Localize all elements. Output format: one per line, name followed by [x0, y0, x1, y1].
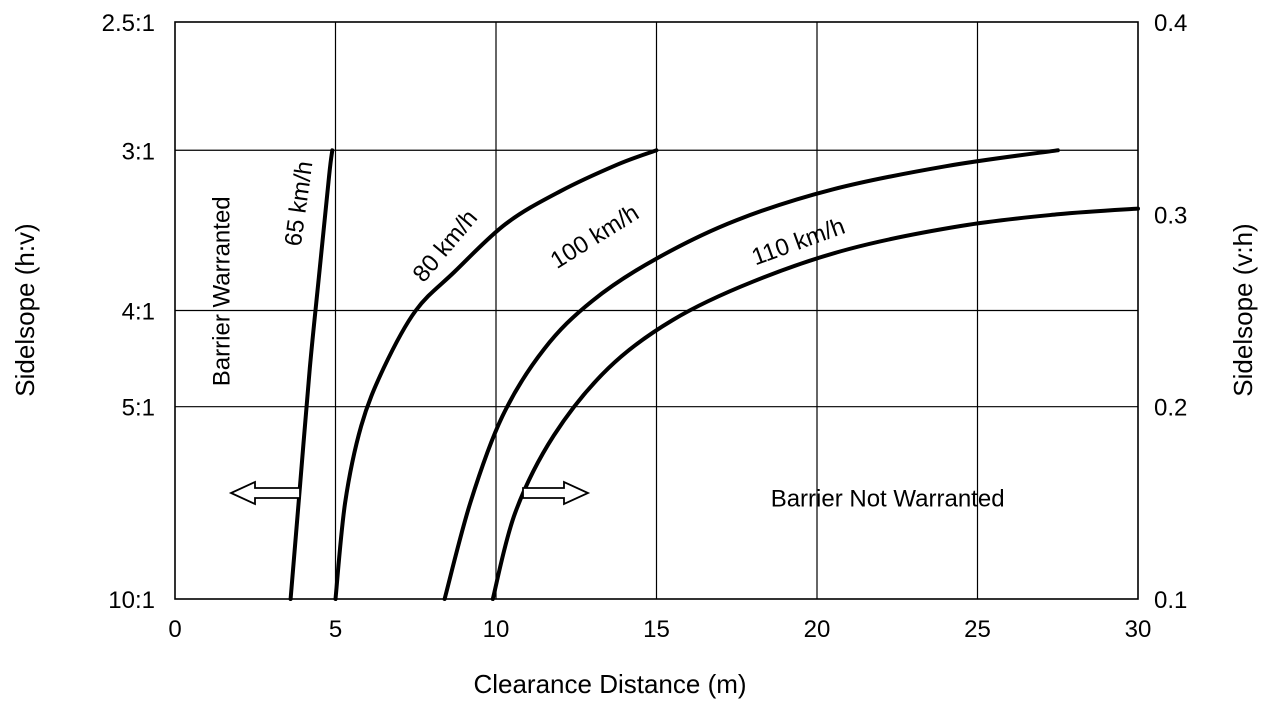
curve-100-km-h — [442, 148, 1060, 601]
x-tick-label: 20 — [804, 616, 831, 643]
y-left-tick-label: 5:1 — [122, 395, 155, 422]
annotation-0: Barrier Warranted — [209, 196, 236, 386]
y-right-tick-label: 0.1 — [1154, 587, 1187, 614]
annotation-1: Barrier Not Warranted — [771, 486, 1005, 513]
curve-110-km-h — [490, 206, 1140, 601]
x-tick-labels: 0 5 10 15 20 25 30 — [168, 616, 1151, 643]
speed-curves — [288, 148, 1140, 601]
plot-frame — [174, 21, 1139, 600]
x-tick-label: 0 — [168, 616, 181, 643]
x-tick-label: 15 — [643, 616, 670, 643]
x-tick-label: 25 — [964, 616, 991, 643]
x-tick-label: 10 — [483, 616, 510, 643]
y-left-tick-label: 3:1 — [122, 138, 155, 165]
curve-label-80-km-h: 80 km/h — [408, 205, 484, 288]
y-left-tick-label: 10:1 — [108, 587, 155, 614]
curve-65-km-h — [288, 148, 335, 601]
y-left-tick-labels: 2.5:1 3:1 4:1 5:1 10:1 — [102, 10, 155, 614]
x-axis-title: Clearance Distance (m) — [473, 669, 746, 699]
y-right-tick-labels: 0.4 0.3 0.2 0.1 — [1154, 10, 1187, 614]
curve-80-km-h — [333, 148, 659, 601]
y-axis-left-title: Sidelsope (h:v) — [10, 223, 40, 396]
y-left-tick-label: 2.5:1 — [102, 10, 155, 37]
arrow-right-icon — [522, 480, 591, 506]
curve-label-110-km-h: 110 km/h — [748, 213, 848, 272]
curve-label-65-km-h: 65 km/h — [280, 160, 319, 248]
y-right-tick-label: 0.3 — [1154, 202, 1187, 229]
curve-label-100-km-h: 100 km/h — [546, 199, 644, 274]
y-left-tick-label: 4:1 — [122, 299, 155, 326]
x-tick-label: 30 — [1125, 616, 1152, 643]
curve-labels: 65 km/h 80 km/h 100 km/h 110 km/h Barrier Wa… — [209, 160, 1005, 513]
x-tick-label: 5 — [329, 616, 342, 643]
y-axis-right-title: Sidelsope (v:h) — [1228, 223, 1258, 396]
y-right-tick-label: 0.2 — [1154, 395, 1187, 422]
arrow-left-icon — [228, 480, 301, 506]
y-right-tick-label: 0.4 — [1154, 10, 1187, 37]
